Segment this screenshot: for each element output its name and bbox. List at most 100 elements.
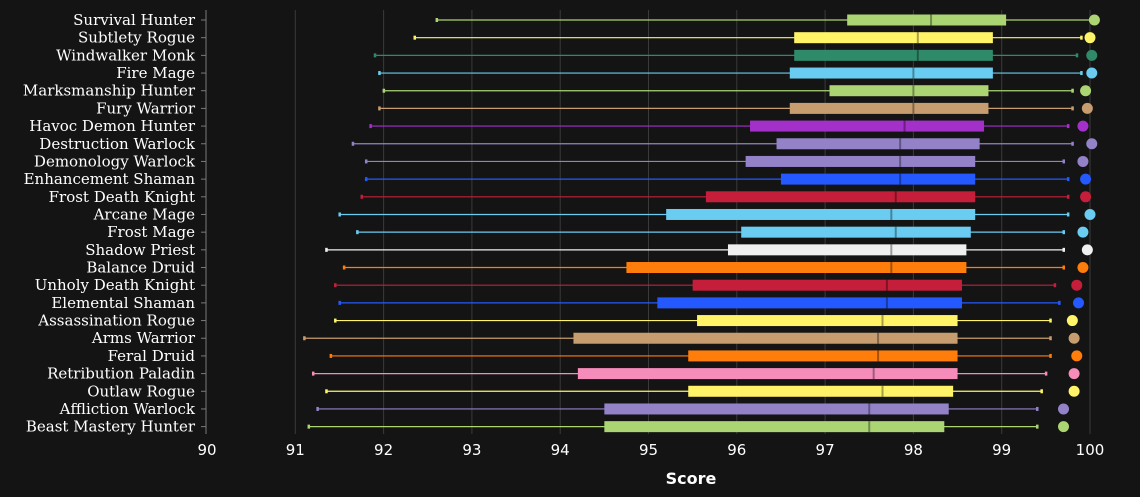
category-label: Balance Druid bbox=[86, 259, 195, 277]
whisker-max-cap bbox=[1075, 53, 1079, 58]
class-color-dot bbox=[1080, 173, 1092, 185]
class-color-dot bbox=[1080, 85, 1092, 97]
whisker-min-cap bbox=[316, 406, 319, 411]
box-row bbox=[378, 67, 1098, 79]
x-tick-labels: 90 91 92 93 94 95 96 97 98 99 100 bbox=[197, 441, 1104, 459]
category-label: Destruction Warlock bbox=[39, 135, 196, 153]
x-tick-label: 90 bbox=[197, 441, 216, 459]
box-iqr bbox=[794, 32, 993, 44]
grid-lines bbox=[294, 10, 1091, 434]
box-iqr bbox=[780, 173, 976, 185]
whisker-max-cap bbox=[1062, 265, 1066, 270]
whisker-max-cap bbox=[1066, 194, 1070, 199]
class-color-dot bbox=[1058, 403, 1070, 415]
class-color-dot bbox=[1077, 155, 1089, 167]
box-iqr bbox=[745, 155, 976, 167]
box-iqr bbox=[829, 85, 989, 97]
whisker-min-cap bbox=[325, 389, 328, 394]
category-label: Demonology Warlock bbox=[34, 152, 196, 170]
box-iqr bbox=[573, 332, 958, 344]
box-row bbox=[382, 85, 1092, 97]
x-tick-label: 98 bbox=[904, 441, 923, 459]
category-label: Assassination Rogue bbox=[37, 312, 195, 330]
whisker-min-cap bbox=[413, 35, 417, 40]
class-color-dot bbox=[1081, 102, 1093, 114]
whisker-min-cap bbox=[369, 124, 372, 129]
class-color-dot bbox=[1068, 368, 1080, 380]
whisker-min-cap bbox=[382, 88, 386, 93]
class-color-dot bbox=[1071, 279, 1083, 291]
category-label: Affliction Warlock bbox=[59, 400, 196, 418]
box-row bbox=[360, 191, 1092, 203]
class-color-dot bbox=[1068, 385, 1080, 397]
whisker-max-cap bbox=[1080, 35, 1083, 40]
whisker-min-cap bbox=[338, 300, 341, 305]
x-tick-label: 95 bbox=[639, 441, 658, 459]
whisker-min-cap bbox=[378, 71, 381, 76]
box-iqr bbox=[626, 262, 967, 274]
x-tick-label: 94 bbox=[551, 441, 570, 459]
box-iqr bbox=[705, 191, 976, 203]
category-label: Feral Druid bbox=[108, 347, 196, 365]
box-row bbox=[329, 350, 1083, 362]
category-label: Havoc Demon Hunter bbox=[29, 117, 196, 135]
category-label: Frost Mage bbox=[107, 223, 195, 241]
whisker-max-cap bbox=[1071, 141, 1074, 146]
box-iqr bbox=[604, 403, 949, 415]
x-tick-label: 99 bbox=[992, 441, 1011, 459]
category-label: Survival Hunter bbox=[73, 11, 196, 29]
whisker-min-cap bbox=[329, 353, 333, 358]
category-label: Elemental Shaman bbox=[51, 294, 195, 312]
class-color-dot bbox=[1077, 262, 1089, 274]
whisker-min-cap bbox=[360, 194, 364, 199]
whisker-max-cap bbox=[1062, 230, 1066, 235]
category-label: Windwalker Monk bbox=[56, 46, 196, 64]
x-tick-label: 97 bbox=[816, 441, 835, 459]
box-iqr bbox=[789, 67, 993, 79]
whisker-min-cap bbox=[342, 265, 346, 270]
box-iqr bbox=[847, 14, 1007, 26]
box-row bbox=[413, 32, 1096, 44]
box-row bbox=[325, 385, 1080, 397]
whisker-max-cap bbox=[1040, 389, 1043, 394]
whisker-max-cap bbox=[1036, 406, 1039, 411]
class-color-dot bbox=[1073, 297, 1085, 309]
whisker-max-cap bbox=[1036, 424, 1039, 429]
category-label: Fury Warrior bbox=[96, 99, 196, 117]
box-iqr bbox=[604, 421, 945, 433]
category-label: Enhancement Shaman bbox=[24, 170, 196, 188]
box-row bbox=[338, 208, 1096, 220]
whisker-min-cap bbox=[435, 18, 439, 22]
category-label: Marksmanship Hunter bbox=[23, 82, 196, 100]
box-row bbox=[338, 297, 1085, 309]
box-iqr bbox=[697, 315, 958, 327]
whisker-max-cap bbox=[1066, 124, 1070, 129]
whisker-min-cap bbox=[303, 336, 306, 341]
whisker-min-cap bbox=[373, 53, 377, 58]
box-iqr bbox=[789, 102, 989, 114]
box-row bbox=[364, 155, 1089, 167]
category-label: Frost Death Knight bbox=[49, 188, 195, 206]
x-tick-label: 91 bbox=[286, 441, 305, 459]
class-color-dot bbox=[1068, 332, 1080, 344]
class-color-dot bbox=[1058, 421, 1070, 433]
box-iqr bbox=[688, 350, 958, 362]
class-color-dot bbox=[1084, 208, 1096, 220]
x-tick-label: 93 bbox=[462, 441, 481, 459]
box-row bbox=[311, 368, 1080, 380]
whisker-max-cap bbox=[1080, 71, 1083, 76]
category-label: Unholy Death Knight bbox=[35, 276, 195, 294]
box-row bbox=[351, 138, 1098, 150]
whisker-max-cap bbox=[1066, 212, 1070, 217]
class-color-dot bbox=[1081, 244, 1093, 256]
box-row bbox=[364, 173, 1092, 185]
category-label: Subtlety Rogue bbox=[78, 29, 195, 47]
whisker-min-cap bbox=[351, 141, 355, 146]
class-color-dot bbox=[1086, 49, 1098, 61]
whisker-min-cap bbox=[364, 159, 368, 164]
box-iqr bbox=[776, 138, 980, 150]
category-label: Outlaw Rogue bbox=[87, 382, 195, 400]
class-color-dot bbox=[1088, 14, 1100, 26]
class-color-dot bbox=[1086, 67, 1098, 79]
